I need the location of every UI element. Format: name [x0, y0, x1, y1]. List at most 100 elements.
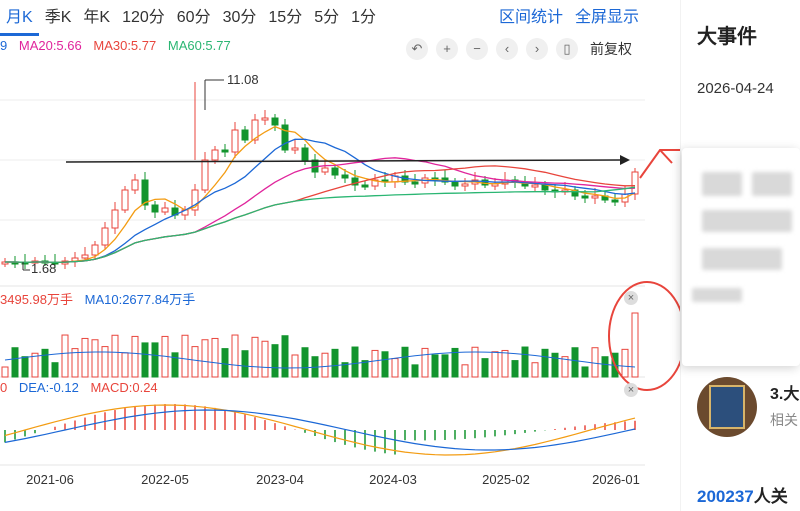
ma5-line: [5, 125, 636, 264]
volume-bar: [351, 346, 359, 378]
volume-bar: [541, 348, 549, 378]
volume-bar: [51, 362, 59, 378]
candle: [251, 119, 259, 141]
volume-bar: [71, 348, 79, 378]
candle-icon[interactable]: ▯: [556, 38, 578, 60]
dea-line: [4, 409, 636, 451]
tab-1min[interactable]: 1分: [351, 9, 377, 26]
event-popup[interactable]: [682, 148, 800, 366]
chevron-right-icon[interactable]: ›: [526, 38, 548, 60]
candle: [451, 181, 459, 187]
adjust-type-selector[interactable]: 前复权: [590, 41, 632, 57]
macd-value: MACD:0.24: [90, 380, 158, 395]
candle: [611, 199, 619, 203]
volume-bar: [141, 342, 149, 378]
volume-legend: 3495.98万手 MA10:2677.84万手: [0, 289, 203, 308]
candle: [591, 195, 599, 199]
zoom-out-icon[interactable]: −: [466, 38, 488, 60]
dif-line: [4, 404, 636, 456]
red-arrow: [639, 149, 680, 179]
range-stats-button[interactable]: 区间统计: [498, 9, 563, 26]
volume-bar: [281, 335, 289, 378]
ma10-line: [5, 138, 636, 263]
ma30-line: [5, 165, 636, 263]
candle: [631, 171, 639, 195]
tab-60min[interactable]: 60分: [176, 9, 211, 26]
candle: [121, 189, 129, 211]
x-tick-label: 2025-02: [482, 472, 530, 487]
tab-5min[interactable]: 5分: [314, 9, 340, 26]
volume-bar: [21, 356, 29, 378]
volume-bar: [41, 348, 49, 378]
volume-bar: [531, 362, 539, 378]
volume-bar: [461, 364, 469, 378]
chevron-left-icon[interactable]: ‹: [496, 38, 518, 60]
tab-yearly[interactable]: 年K: [83, 9, 111, 26]
close-volume-icon[interactable]: ×: [624, 291, 638, 305]
candle: [271, 117, 279, 126]
candle: [221, 149, 229, 153]
candle: [341, 174, 349, 179]
news-title[interactable]: 3.大: [770, 386, 800, 403]
candle: [331, 167, 339, 176]
volume-bar: [331, 348, 339, 378]
dif-value: 0: [0, 380, 8, 395]
zoom-in-icon[interactable]: +: [436, 38, 458, 60]
volume-bar: [181, 334, 189, 378]
candle: [531, 184, 539, 188]
tab-15min[interactable]: 15分: [268, 9, 303, 26]
followers-text: 人关: [753, 487, 788, 506]
volume-bar: [411, 364, 419, 378]
red-arrow: [659, 149, 673, 164]
candle: [321, 167, 329, 173]
tab-30min[interactable]: 30分: [222, 9, 257, 26]
x-tick-label: 2026-01: [592, 472, 640, 487]
candle: [351, 177, 359, 186]
blurred-block: [752, 172, 792, 196]
candle: [411, 181, 419, 185]
volume-bar: [371, 349, 379, 378]
volume-bar: [631, 312, 639, 378]
tab-monthly[interactable]: 月K: [0, 0, 39, 36]
volume-bar: [171, 352, 179, 378]
ma60-line: [5, 186, 636, 263]
volume-bar: [201, 339, 209, 378]
volume-bar: [261, 340, 269, 378]
candle: [211, 149, 219, 161]
candle: [131, 179, 139, 191]
volume-bar: [291, 354, 299, 378]
volume-bar: [101, 346, 109, 378]
volume-bar: [491, 351, 499, 378]
volume-bar: [361, 360, 369, 378]
event-date: 2026-04-24: [697, 80, 774, 97]
blurred-block: [702, 248, 782, 270]
followers-count: 200237人关: [697, 482, 788, 507]
volume-bar: [91, 339, 99, 378]
volume-bar: [321, 352, 329, 378]
low-price-label: 1.68: [31, 261, 56, 276]
volume-bar: [81, 337, 89, 378]
volume-bar: [31, 352, 39, 378]
close-macd-icon[interactable]: ×: [624, 383, 638, 397]
blurred-block: [692, 288, 742, 302]
volume-bar: [131, 335, 139, 378]
news-thumbnail[interactable]: [697, 377, 757, 437]
tab-120min[interactable]: 120分: [122, 9, 165, 26]
volume-bar: [381, 351, 389, 378]
x-tick-label: 2022-05: [141, 472, 189, 487]
volume-bar: [11, 347, 19, 378]
undo-icon[interactable]: ↶: [406, 38, 428, 60]
dea-value: DEA:-0.12: [18, 380, 79, 395]
ma10-value: 9: [0, 38, 8, 53]
fullscreen-button[interactable]: 全屏显示: [574, 9, 639, 26]
high-price-label: 11.08: [227, 72, 259, 87]
volume-bar: [471, 346, 479, 378]
ma20-value: MA20:5.66: [18, 38, 82, 53]
tab-quarterly[interactable]: 季K: [44, 9, 72, 26]
candle: [151, 204, 159, 213]
candle: [241, 129, 249, 141]
volume-ma10-line: [4, 351, 636, 369]
volume-bar: [241, 350, 249, 378]
volume-bar: [231, 334, 239, 378]
macd-legend: 0 DEA:-0.12 MACD:0.24: [0, 380, 166, 395]
